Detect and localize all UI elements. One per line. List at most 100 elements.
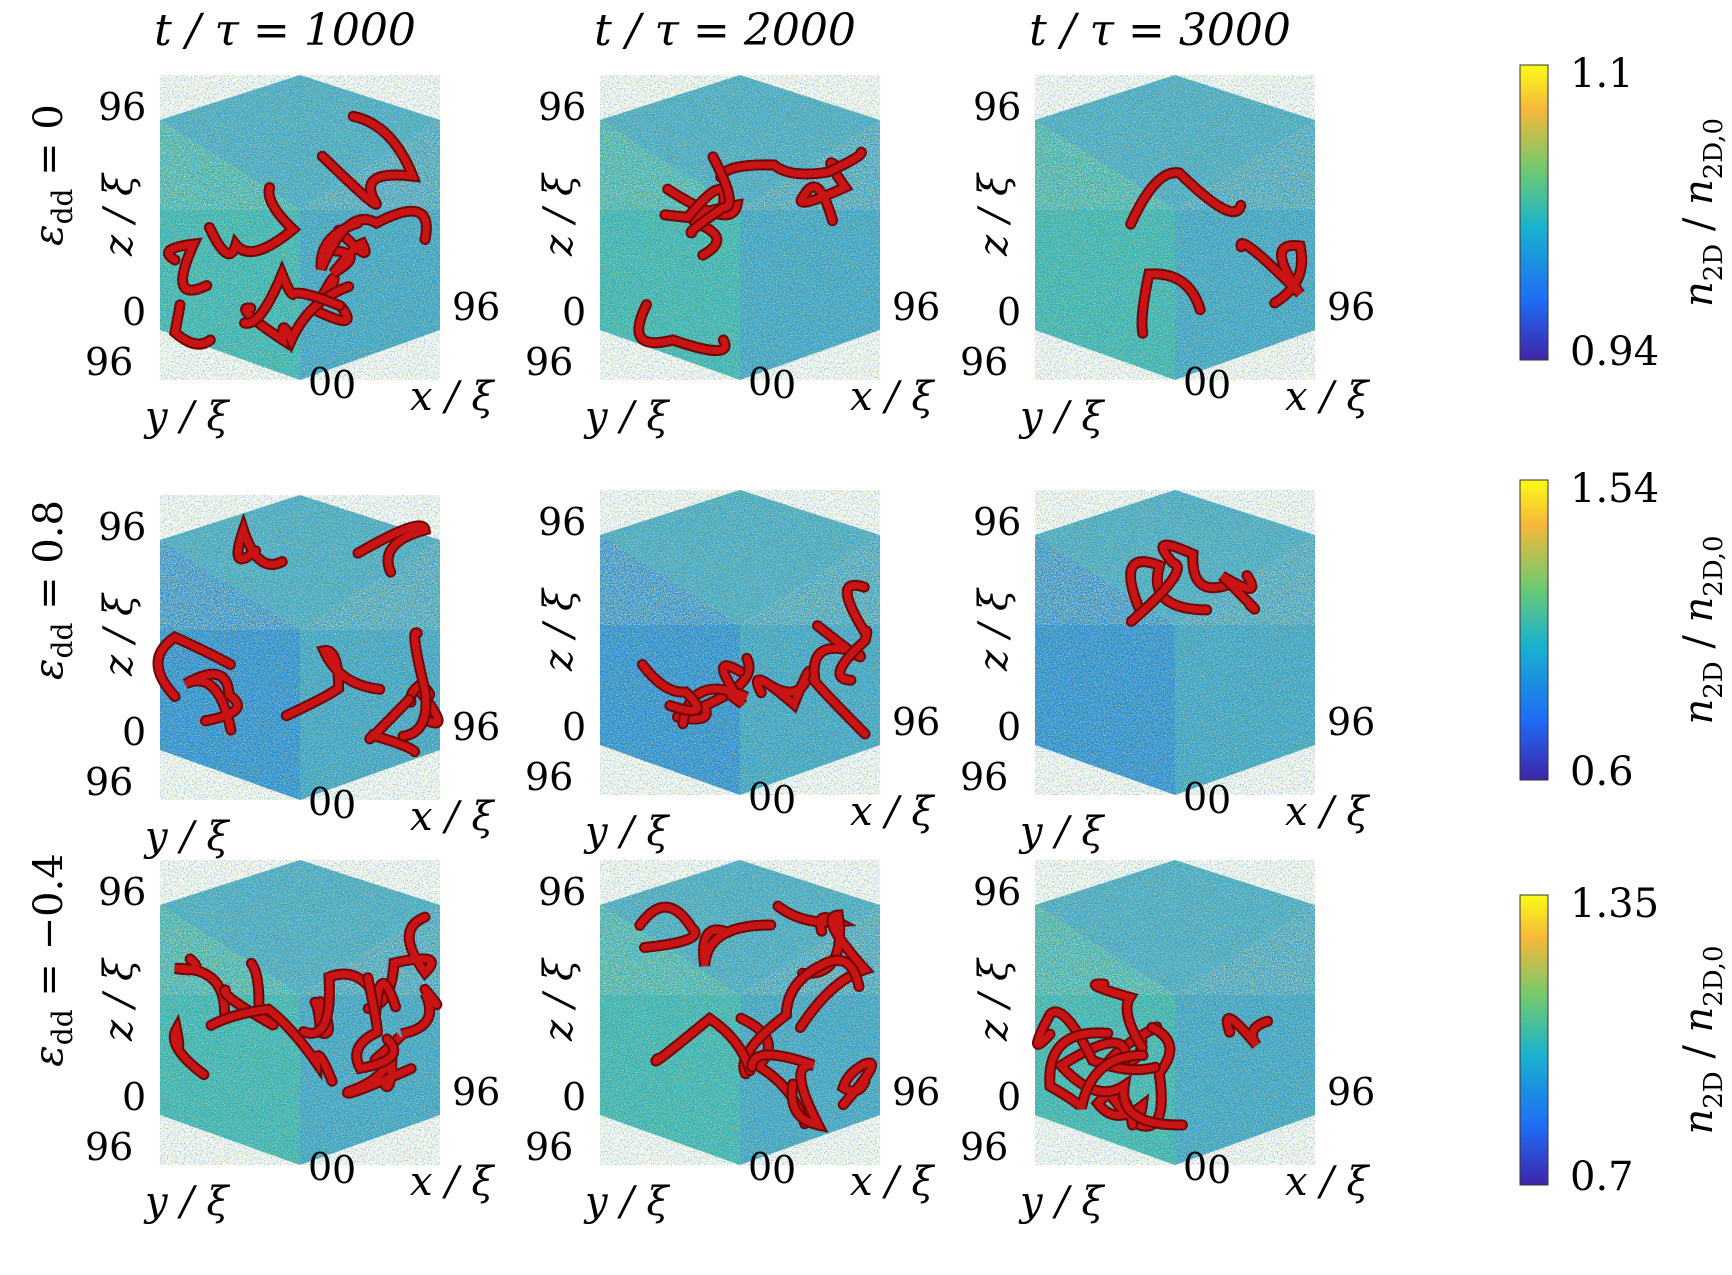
x-axis-label: x / ξ bbox=[410, 1159, 495, 1205]
y-max-tick: 96 bbox=[85, 340, 133, 384]
row-label-sub: dd bbox=[46, 188, 79, 224]
x-max-tick: 96 bbox=[1327, 700, 1375, 744]
density-noise bbox=[1035, 860, 1315, 995]
row-label-sub: dd bbox=[46, 1009, 79, 1045]
colorbar-1: 1.1 0.94 n2D / n2D,0 bbox=[1519, 51, 1729, 375]
z-max-tick: 96 bbox=[98, 85, 146, 129]
row-label-value: = −0.4 bbox=[26, 853, 72, 1009]
y-axis-label: y / ξ bbox=[143, 814, 231, 860]
vortex-line bbox=[1091, 980, 1146, 1052]
z-max-tick: 96 bbox=[538, 870, 586, 914]
vortex-line bbox=[242, 283, 353, 349]
vortex-line bbox=[717, 148, 865, 181]
svg-text:εdd = 0: εdd = 0 bbox=[26, 104, 79, 246]
x-zero-tick: 0 bbox=[1207, 778, 1231, 822]
z-zero-tick: 0 bbox=[122, 710, 146, 754]
row-label-3: εdd = −0.4 bbox=[26, 853, 79, 1066]
z-max-tick: 96 bbox=[538, 500, 586, 544]
z-axis-label: z / ξ bbox=[536, 957, 582, 1042]
vortex-line bbox=[1127, 558, 1211, 614]
vortex-line bbox=[740, 956, 863, 1078]
vortex-line bbox=[748, 1051, 825, 1130]
density-noise bbox=[1175, 535, 1315, 795]
x-max-tick: 96 bbox=[452, 705, 500, 749]
z-axis-label: z / ξ bbox=[971, 587, 1017, 672]
column-title-2: t / τ = 2000 bbox=[594, 5, 856, 56]
row-label-symbol: ε bbox=[26, 1045, 72, 1066]
vortex-line bbox=[638, 661, 701, 715]
colorbar-label: n2D / n2D,0 bbox=[1676, 118, 1729, 307]
vortex-line bbox=[635, 301, 729, 354]
vortex-line bbox=[1034, 1008, 1159, 1074]
vortex-line bbox=[652, 1014, 754, 1075]
z-axis-label: z / ξ bbox=[536, 172, 582, 257]
x-axis-label: x / ξ bbox=[1285, 789, 1370, 835]
z-axis-label: z / ξ bbox=[96, 172, 142, 257]
x-zero-tick: 0 bbox=[772, 1148, 796, 1192]
x-zero-tick: 0 bbox=[772, 363, 796, 407]
svg-text:εdd = −0.4: εdd = −0.4 bbox=[26, 853, 79, 1066]
row-label-1: εdd = 0 bbox=[26, 104, 79, 246]
density-noise bbox=[600, 535, 740, 795]
y-axis-label: y / ξ bbox=[583, 394, 671, 440]
y-zero-tick: 0 bbox=[1183, 1145, 1207, 1189]
vortex-line bbox=[366, 696, 419, 756]
z-max-tick: 96 bbox=[973, 500, 1021, 544]
vortex-line bbox=[282, 647, 384, 720]
x-max-tick: 96 bbox=[892, 285, 940, 329]
vortex-line bbox=[318, 112, 419, 208]
x-axis-label: x / ξ bbox=[1285, 374, 1370, 420]
y-axis-label: y / ξ bbox=[143, 394, 231, 440]
x-max-tick: 96 bbox=[892, 1070, 940, 1114]
density-noise bbox=[160, 75, 440, 210]
vortex-line bbox=[1127, 541, 1233, 625]
density-noise bbox=[160, 860, 440, 995]
vortex-line bbox=[1046, 1029, 1147, 1110]
y-max-tick: 96 bbox=[960, 755, 1008, 799]
row-label-symbol: ε bbox=[26, 224, 72, 245]
vortex-line bbox=[636, 903, 699, 951]
vortex-line bbox=[221, 959, 277, 1029]
x-axis-label: x / ξ bbox=[850, 374, 935, 420]
vortex-line bbox=[165, 239, 211, 294]
y-axis-label: y / ξ bbox=[1018, 809, 1106, 855]
vortex-line bbox=[1237, 240, 1306, 307]
y-axis-label: y / ξ bbox=[583, 809, 671, 855]
x-max-tick: 96 bbox=[1327, 285, 1375, 329]
y-max-tick: 96 bbox=[525, 755, 573, 799]
density-noise bbox=[160, 540, 300, 800]
vortex-line bbox=[328, 226, 369, 277]
z-zero-tick: 0 bbox=[997, 290, 1021, 334]
colorbar-gradient bbox=[1519, 64, 1549, 361]
y-zero-tick: 0 bbox=[1183, 360, 1207, 404]
y-zero-tick: 0 bbox=[308, 780, 332, 824]
vortex-line bbox=[371, 985, 441, 1063]
vortex-line bbox=[679, 662, 749, 728]
y-zero-tick: 0 bbox=[308, 360, 332, 404]
colorbar-max: 1.54 bbox=[1570, 466, 1659, 512]
colorbar-label: n2D / n2D,0 bbox=[1676, 945, 1729, 1134]
z-max-tick: 96 bbox=[973, 85, 1021, 129]
z-axis-label: z / ξ bbox=[971, 172, 1017, 257]
row-label-2: εdd = 0.8 bbox=[26, 500, 79, 680]
x-zero-tick: 0 bbox=[1207, 1148, 1231, 1192]
vortex-line bbox=[753, 667, 814, 711]
y-axis-label: y / ξ bbox=[1018, 394, 1106, 440]
x-zero-tick: 0 bbox=[772, 778, 796, 822]
y-zero-tick: 0 bbox=[748, 775, 772, 819]
y-zero-tick: 0 bbox=[308, 1145, 332, 1189]
y-max-tick: 96 bbox=[85, 1125, 133, 1169]
y-axis-label: y / ξ bbox=[1018, 1179, 1106, 1225]
y-max-tick: 96 bbox=[525, 1125, 573, 1169]
vortex-line bbox=[700, 921, 775, 967]
colorbar-3: 1.35 0.7 n2D / n2D,0 bbox=[1519, 881, 1729, 1200]
x-axis-label: x / ξ bbox=[410, 374, 495, 420]
y-max-tick: 96 bbox=[85, 760, 133, 804]
vortex-line bbox=[661, 186, 728, 222]
colorbar-min: 0.6 bbox=[1570, 749, 1634, 795]
